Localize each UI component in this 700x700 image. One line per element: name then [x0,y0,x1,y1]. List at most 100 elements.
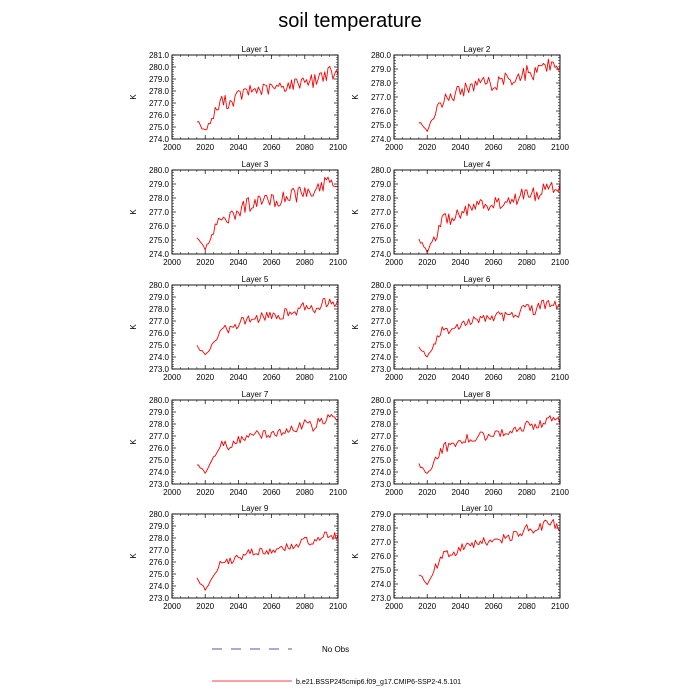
y-tick-label: 280.0 [149,396,170,405]
x-tick-label: 2000 [385,258,403,267]
y-tick-label: 278.0 [149,305,170,314]
x-tick-label: 2100 [329,143,347,152]
y-tick-label: 279.0 [149,522,170,531]
y-tick-label: 276.0 [371,552,392,561]
plot-frame [393,169,561,255]
series-line [418,182,561,254]
x-tick-label: 2020 [418,602,436,611]
y-tick-label: 273.0 [371,365,392,374]
panel-layer-10: Layer 10 K 273.0 274.0 275.0 276.0 277.0 278.0 2… [351,504,569,611]
panel-layer-5: Layer 5 K 273.0 274.0 275.0 276.0 277.0 278.0 27… [129,275,347,382]
panel-layer-9: Layer 9 K 273.0 274.0 275.0 276.0 277.0 278.0 27… [129,504,347,611]
legend: No Obs b.e21.BSSP245cmip6.f09_g17.CMIP6-… [212,645,461,686]
y-tick-label: 273.0 [371,594,392,603]
y-tick-label: 275.0 [371,121,392,130]
y-axis-label: K [351,209,360,215]
y-tick-label: 280.0 [371,166,392,175]
y-tick-label: 274.0 [371,353,392,362]
x-tick-label: 2060 [485,373,503,382]
x-tick-label: 2060 [485,258,503,267]
x-tick-label: 2080 [518,488,536,497]
panel-title: Layer 2 [464,45,491,54]
panel-title: Layer 3 [242,160,269,169]
y-axis-label: K [351,439,360,445]
y-axis-label: K [351,324,360,330]
x-tick-label: 2000 [385,373,403,382]
x-tick-label: 2080 [518,143,536,152]
plot-frame [393,54,561,140]
series-line [418,299,561,358]
y-tick-label: 276.0 [371,444,392,453]
y-axis-label: K [129,439,138,445]
y-tick-label: 279.0 [149,293,170,302]
x-tick-label: 2000 [163,258,181,267]
y-tick-label: 278.0 [371,79,392,88]
x-tick-label: 2040 [452,143,470,152]
x-tick-label: 2080 [296,258,314,267]
series-line [418,58,561,132]
y-axis-label: K [129,324,138,330]
plot-frame [171,284,339,370]
plot-frame [171,54,339,140]
y-axis-label: K [351,94,360,100]
y-tick-label: 280.0 [371,396,392,405]
y-tick-label: 279.0 [371,180,392,189]
x-tick-label: 2040 [230,602,248,611]
y-tick-label: 275.0 [149,236,170,245]
panel-title: Layer 8 [464,390,491,399]
y-tick-label: 273.0 [149,365,170,374]
x-tick-label: 2040 [452,602,470,611]
x-tick-label: 2020 [196,488,214,497]
x-tick-label: 2100 [329,373,347,382]
x-tick-label: 2100 [329,602,347,611]
y-tick-label: 274.0 [149,468,170,477]
y-tick-label: 274.0 [149,353,170,362]
x-tick-label: 2100 [551,258,569,267]
plot-frame [171,399,339,485]
y-tick-label: 273.0 [149,594,170,603]
x-tick-label: 2020 [196,373,214,382]
x-tick-label: 2080 [296,602,314,611]
series-line [418,415,561,474]
x-tick-label: 2060 [485,143,503,152]
x-tick-label: 2080 [296,373,314,382]
x-tick-label: 2020 [196,258,214,267]
series-line [196,531,339,591]
y-tick-label: 279.0 [149,75,170,84]
y-tick-label: 276.0 [149,558,170,567]
y-tick-label: 275.0 [371,566,392,575]
x-tick-label: 2040 [230,373,248,382]
x-tick-label: 2100 [329,488,347,497]
y-tick-label: 277.0 [371,208,392,217]
series-line [196,65,339,131]
y-tick-label: 274.0 [371,250,392,259]
y-tick-label: 276.0 [149,111,170,120]
x-tick-label: 2000 [163,143,181,152]
x-tick-label: 2000 [163,602,181,611]
panel-layer-4: Layer 4 K 274.0 275.0 276.0 277.0 278.0 279.0 28… [351,160,569,267]
x-tick-label: 2040 [230,258,248,267]
y-tick-label: 279.0 [149,180,170,189]
x-tick-label: 2080 [518,602,536,611]
figure-title: soil temperature [278,10,422,32]
plot-frame [393,513,561,599]
plot-frame [393,399,561,485]
y-tick-label: 280.0 [149,281,170,290]
x-tick-label: 2100 [551,602,569,611]
x-tick-label: 2040 [452,258,470,267]
plot-frame [393,284,561,370]
panel-layer-7: Layer 7 K 273.0 274.0 275.0 276.0 277.0 278.0 27… [129,390,347,497]
y-tick-label: 275.0 [149,456,170,465]
y-tick-label: 280.0 [149,63,170,72]
x-tick-label: 2040 [230,488,248,497]
y-tick-label: 279.0 [371,65,392,74]
y-tick-label: 278.0 [371,194,392,203]
x-tick-label: 2020 [418,488,436,497]
panel-layer-2: Layer 2 K 274.0 275.0 276.0 277.0 278.0 279.0 28… [351,45,569,152]
x-tick-label: 2100 [551,373,569,382]
y-tick-label: 278.0 [371,524,392,533]
panel-title: Layer 7 [242,390,269,399]
y-tick-label: 275.0 [371,341,392,350]
x-tick-label: 2020 [418,258,436,267]
x-tick-label: 2060 [485,488,503,497]
